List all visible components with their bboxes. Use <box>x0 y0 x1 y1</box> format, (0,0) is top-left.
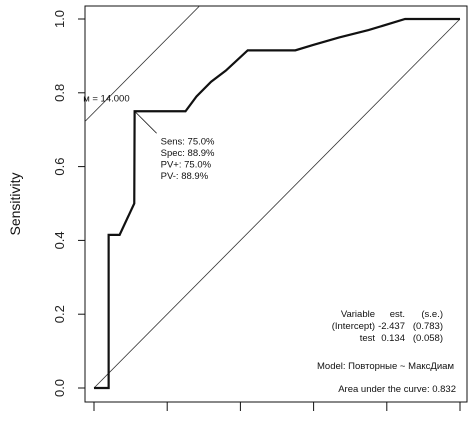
diagonal-line <box>93 18 461 389</box>
cutoff-tangent-line <box>85 6 201 122</box>
reference-lines <box>85 6 461 389</box>
model-table-cell: (Intercept) <box>332 321 375 332</box>
y-axis-label: Sensitivity <box>7 172 23 235</box>
model-table-cell: 0.134 <box>381 333 405 344</box>
y-tick-label: 0.2 <box>52 305 67 323</box>
y-tick-label: 0.4 <box>52 231 67 249</box>
y-tick-label: 0.0 <box>52 379 67 397</box>
roc-curve <box>94 17 460 390</box>
model-table-header: (s.e.) <box>421 309 443 320</box>
model-table-header: Variable <box>341 309 375 320</box>
y-tick-label: 0.8 <box>52 84 67 102</box>
y-tick-label: 1.0 <box>52 10 67 28</box>
model-table-cell: (0.783) <box>413 321 443 332</box>
auc-label: Area under the curve: 0.832 <box>338 384 456 395</box>
cutoff-label: м = 14.000 <box>83 93 129 104</box>
point-stat: PV+: 75.0% <box>161 159 212 170</box>
cutoff-pointer <box>134 110 157 134</box>
model-table-cell: -2.437 <box>378 321 405 332</box>
plot-frame <box>84 5 468 403</box>
point-stat: Spec: 88.9% <box>161 148 215 159</box>
model-table-cell: test <box>360 333 376 344</box>
point-stat: PV-: 88.9% <box>161 171 209 182</box>
model-formula: Model: Повторные ~ МаксДиам <box>317 361 454 372</box>
model-table-header: est. <box>390 309 405 320</box>
point-stat: Sens: 75.0% <box>161 136 215 147</box>
model-table-cell: (0.058) <box>413 333 443 344</box>
y-tick-label: 0.6 <box>52 158 67 176</box>
